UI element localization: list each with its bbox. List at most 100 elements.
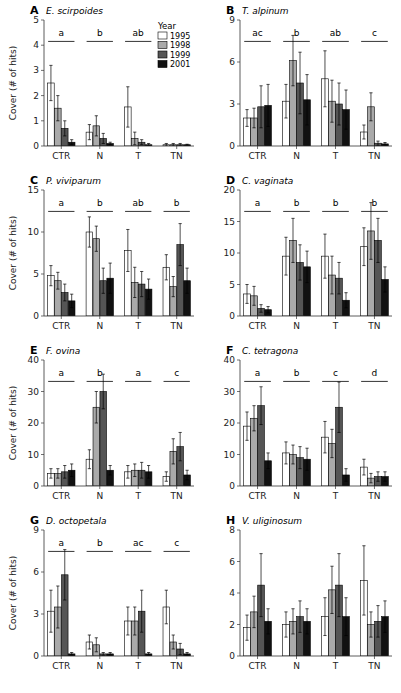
error-bar: [330, 256, 333, 294]
error-cap: [56, 272, 59, 273]
error-cap: [284, 275, 287, 276]
error-cap: [369, 259, 372, 260]
error-cap: [63, 135, 66, 136]
error-cap: [95, 423, 98, 424]
error-stem: [166, 255, 167, 280]
y-tick-label: 0: [33, 141, 39, 151]
x-tick-label: T: [332, 321, 339, 331]
sig-label: a: [59, 538, 65, 548]
y-tick-label: 30: [28, 387, 40, 397]
panel-label: A: [30, 4, 39, 17]
error-cap: [102, 652, 105, 653]
error-stem: [180, 643, 181, 654]
error-stem: [103, 653, 104, 656]
y-tick-label: 2: [229, 620, 235, 630]
y-tick-label: 15: [224, 217, 235, 227]
error-bar: [383, 601, 386, 633]
error-stem: [363, 459, 364, 475]
error-bar: [88, 217, 91, 247]
error-bar: [245, 412, 248, 440]
sig-line: [322, 381, 349, 382]
y-tick-label: 6: [229, 557, 235, 567]
sig-line: [164, 551, 190, 552]
x-tick-label: CTR: [249, 661, 267, 671]
error-cap: [140, 139, 143, 140]
error-cap: [266, 608, 269, 609]
error-cap: [323, 452, 326, 453]
error-stem: [363, 546, 364, 615]
y-tick: [41, 190, 44, 191]
sig-label: c: [174, 538, 179, 548]
error-cap: [266, 126, 269, 127]
error-cap: [165, 279, 168, 280]
plot-area: [48, 374, 191, 486]
panel-title: T. alpinum: [242, 6, 289, 16]
error-cap: [266, 633, 269, 634]
sig-line: [125, 551, 151, 552]
plot-area: [244, 546, 389, 656]
error-bar: [298, 52, 301, 114]
error-bar: [266, 84, 269, 126]
y-tick-label: 3: [33, 65, 39, 75]
sig-line: [244, 41, 271, 42]
error-cap: [383, 471, 386, 472]
error-stem: [103, 133, 104, 143]
error-stem: [261, 554, 262, 617]
error-cap: [63, 120, 66, 121]
x-tick-label: N: [293, 321, 300, 331]
error-bar: [323, 234, 326, 278]
error-bar: [305, 75, 308, 125]
error-bar: [165, 590, 168, 624]
panel: acbabc0369CTRNTTNBT. alpinum: [226, 4, 392, 161]
y-tick: [41, 360, 44, 361]
error-stem: [254, 596, 255, 628]
error-bar: [245, 110, 248, 127]
error-stem: [141, 140, 142, 145]
error-cap: [344, 481, 347, 482]
error-bar: [362, 228, 365, 266]
error-bar: [344, 90, 347, 129]
error-bar: [185, 144, 188, 145]
error-cap: [376, 218, 379, 219]
panel: abac010203040CTRNTTNCover (# of hits)EF.…: [8, 344, 194, 501]
y-tick: [41, 120, 44, 121]
legend-swatch: [158, 42, 167, 49]
y-tick-label: 0: [33, 311, 39, 321]
error-stem: [166, 590, 167, 624]
error-stem: [268, 307, 269, 313]
error-cap: [140, 296, 143, 297]
error-stem: [180, 432, 181, 460]
error-stem: [370, 93, 371, 121]
x-tick: [374, 316, 375, 319]
error-cap: [185, 293, 188, 294]
error-stem: [173, 439, 174, 464]
error-cap: [383, 292, 386, 293]
error-stem: [71, 653, 72, 656]
error-bar: [344, 293, 347, 308]
error-stem: [127, 87, 128, 127]
y-tick: [41, 614, 44, 615]
error-cap: [252, 305, 255, 306]
error-bar: [70, 140, 73, 145]
panel-label: F: [226, 344, 234, 357]
error-cap: [95, 135, 98, 136]
error-cap: [376, 262, 379, 263]
error-cap: [49, 632, 52, 633]
error-bar: [140, 140, 143, 145]
error-stem: [346, 293, 347, 308]
error-cap: [344, 307, 347, 308]
error-bar: [362, 125, 365, 139]
error-stem: [331, 256, 332, 294]
panel-title: D. octopetala: [46, 516, 106, 526]
panel-label: B: [226, 4, 234, 17]
error-stem: [331, 80, 332, 122]
error-cap: [133, 132, 136, 133]
error-cap: [179, 143, 182, 144]
panel-title: E. scirpoides: [46, 6, 103, 16]
error-cap: [88, 124, 91, 125]
error-cap: [383, 632, 386, 633]
error-stem: [346, 90, 347, 129]
y-tick: [237, 454, 240, 455]
error-stem: [268, 453, 269, 469]
y-axis-line: [240, 20, 241, 146]
